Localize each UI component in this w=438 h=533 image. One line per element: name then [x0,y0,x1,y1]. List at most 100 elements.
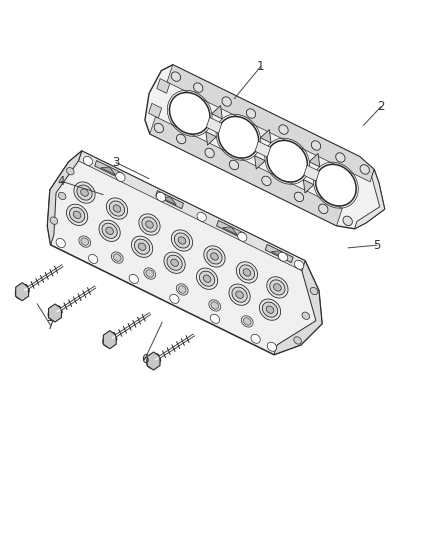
Ellipse shape [360,165,369,174]
Ellipse shape [210,314,220,324]
Ellipse shape [178,286,186,293]
Ellipse shape [138,243,146,251]
Ellipse shape [259,299,281,320]
Polygon shape [261,130,271,143]
Ellipse shape [58,192,66,200]
Ellipse shape [294,337,301,344]
Ellipse shape [294,260,304,269]
Ellipse shape [316,164,356,206]
Ellipse shape [131,236,153,257]
Ellipse shape [302,312,310,319]
Ellipse shape [204,246,225,267]
Ellipse shape [111,252,123,263]
Ellipse shape [177,134,186,144]
Ellipse shape [270,280,285,295]
Text: 3: 3 [113,156,120,169]
Ellipse shape [205,148,214,158]
Ellipse shape [79,236,91,247]
Ellipse shape [194,83,203,92]
Ellipse shape [67,204,88,225]
Polygon shape [49,304,61,322]
Ellipse shape [336,153,345,162]
Ellipse shape [207,249,222,264]
Ellipse shape [113,205,121,212]
Ellipse shape [146,270,154,277]
Ellipse shape [156,192,166,201]
Ellipse shape [88,254,98,263]
Ellipse shape [15,284,29,299]
Polygon shape [101,167,115,175]
Polygon shape [216,221,244,239]
Ellipse shape [146,221,153,228]
Ellipse shape [177,284,188,295]
Polygon shape [223,227,237,235]
Ellipse shape [102,223,117,238]
Ellipse shape [146,353,161,368]
Polygon shape [265,245,293,263]
Ellipse shape [262,302,278,317]
Ellipse shape [267,140,307,182]
Ellipse shape [170,294,179,303]
Ellipse shape [279,125,288,134]
Ellipse shape [113,254,121,261]
Ellipse shape [48,305,62,320]
Text: 4: 4 [57,175,65,188]
Ellipse shape [154,123,163,133]
Text: 1: 1 [257,60,265,73]
Ellipse shape [244,318,251,325]
Polygon shape [304,165,319,181]
Ellipse shape [239,265,254,280]
Ellipse shape [209,300,221,311]
Polygon shape [155,190,184,209]
Ellipse shape [310,287,318,295]
Ellipse shape [266,306,274,313]
Ellipse shape [171,259,178,266]
Text: 5: 5 [373,239,380,252]
Ellipse shape [99,220,120,241]
Ellipse shape [318,204,328,214]
Ellipse shape [67,167,74,175]
Text: 2: 2 [377,100,385,113]
Ellipse shape [167,255,182,270]
Polygon shape [206,132,216,145]
Ellipse shape [243,269,251,276]
Ellipse shape [278,252,287,261]
Ellipse shape [211,253,218,260]
Ellipse shape [178,237,186,244]
Text: 6: 6 [141,353,148,366]
Ellipse shape [267,342,276,351]
Ellipse shape [83,156,92,165]
Ellipse shape [343,216,352,225]
Ellipse shape [229,284,250,305]
Polygon shape [274,261,322,354]
Ellipse shape [262,176,271,185]
Polygon shape [78,151,319,301]
Ellipse shape [218,116,259,158]
Ellipse shape [199,271,215,286]
Ellipse shape [102,332,117,347]
Ellipse shape [237,232,247,241]
Ellipse shape [232,287,247,302]
Ellipse shape [81,189,88,196]
Polygon shape [47,151,82,245]
Polygon shape [150,117,343,226]
Ellipse shape [171,72,180,82]
Ellipse shape [50,217,58,224]
Polygon shape [145,64,385,229]
Ellipse shape [106,227,113,235]
Polygon shape [212,106,223,119]
Polygon shape [148,103,162,118]
Ellipse shape [222,97,231,106]
Polygon shape [103,330,116,349]
Ellipse shape [164,252,185,273]
Polygon shape [95,160,123,179]
Polygon shape [157,79,170,93]
Ellipse shape [139,214,160,235]
Ellipse shape [246,109,256,118]
Polygon shape [309,154,320,167]
Ellipse shape [174,233,190,248]
Polygon shape [271,251,286,259]
Polygon shape [206,117,222,133]
Ellipse shape [197,268,218,289]
Polygon shape [162,197,177,205]
